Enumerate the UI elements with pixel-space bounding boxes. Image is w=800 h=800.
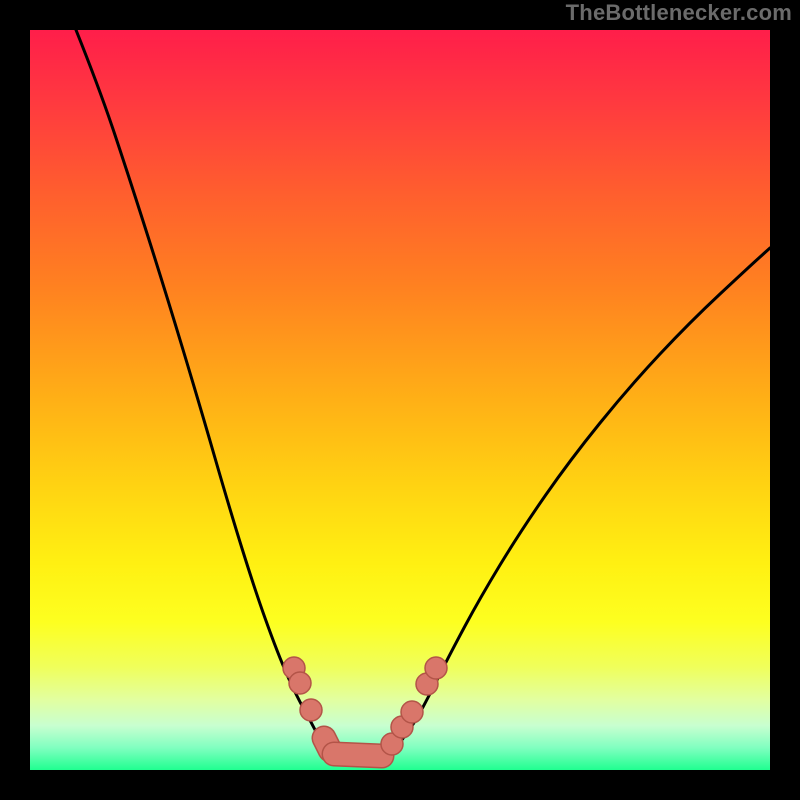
marker-dot <box>289 672 311 694</box>
marker-dot <box>300 699 322 721</box>
chart-frame <box>30 30 770 770</box>
watermark-text: TheBottlenecker.com <box>566 0 792 26</box>
bottleneck-chart <box>30 30 770 770</box>
marker-capsule <box>334 754 382 756</box>
gradient-background <box>30 30 770 770</box>
marker-dot <box>401 701 423 723</box>
marker-dot <box>425 657 447 679</box>
